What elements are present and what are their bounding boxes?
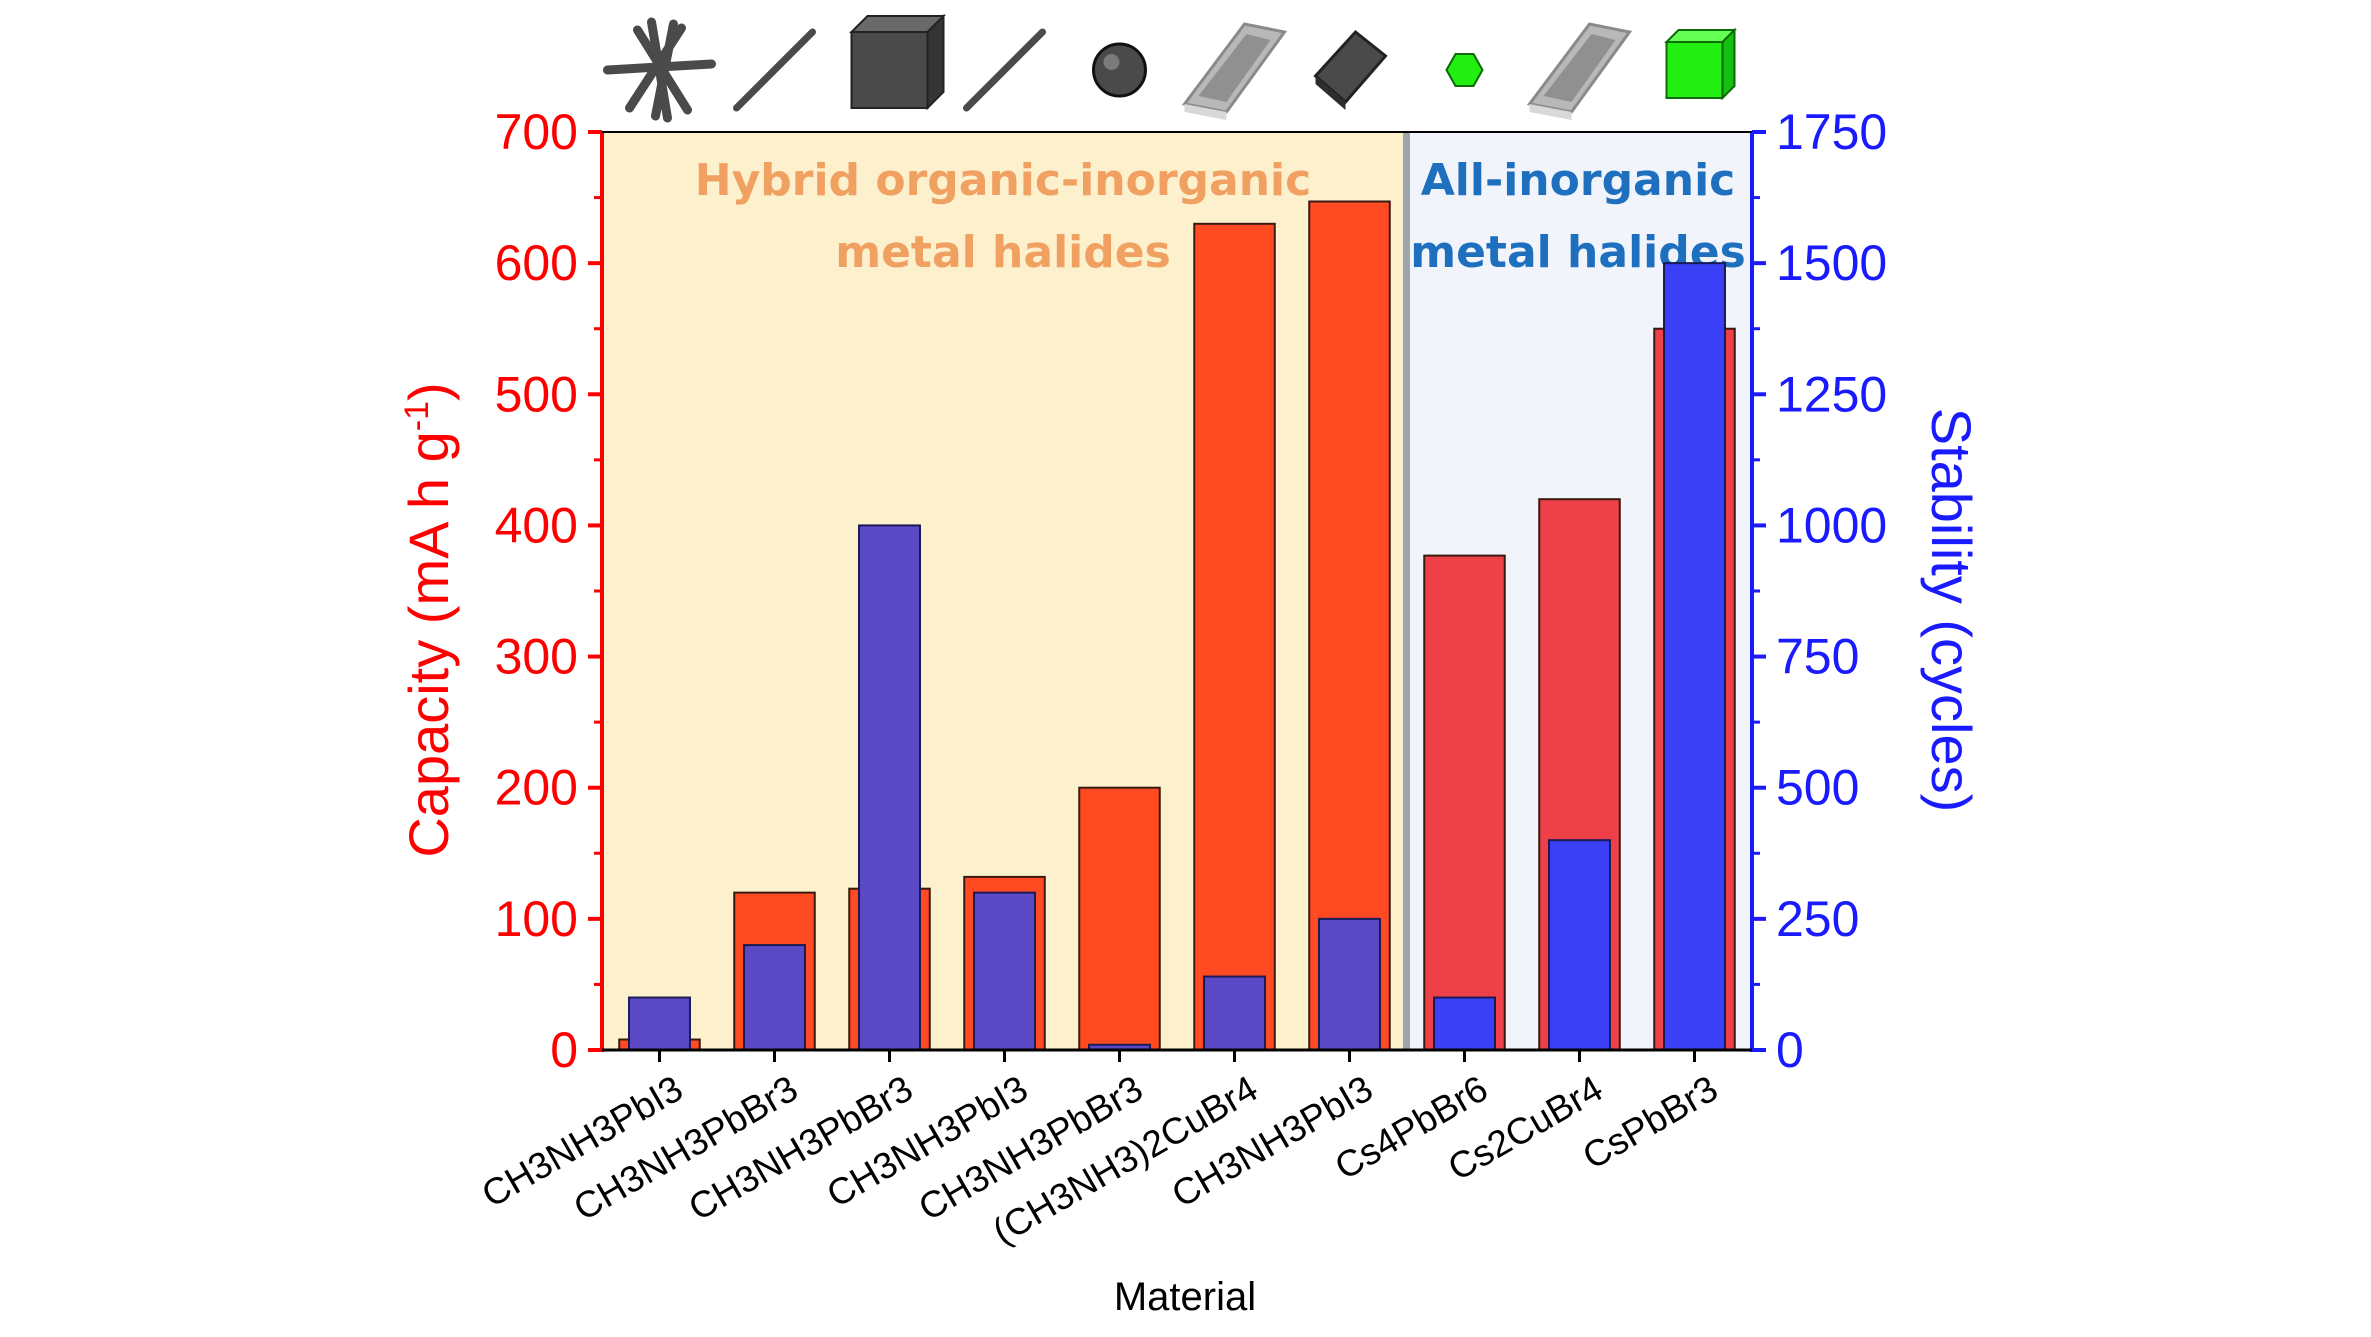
right-tick-label-6: 1500	[1776, 235, 1887, 291]
left-tick-label-0: 0	[550, 1022, 578, 1078]
left-tick-label-6: 600	[495, 235, 578, 291]
stability-bar-3	[973, 891, 1036, 1052]
stability-bar-2	[858, 524, 921, 1051]
star-cluster-icon	[603, 17, 716, 123]
left-tick-label-4: 400	[495, 497, 578, 553]
left-axis-title: Capacity (mA h g-1)	[397, 382, 460, 857]
region-label-0-line-0: Hybrid organic-inorganic	[695, 155, 1311, 206]
plate-icon	[1526, 22, 1633, 120]
left-tick-label-3: 300	[495, 629, 578, 685]
capacity-bar-7	[1423, 554, 1506, 1051]
stability-bar-5	[1203, 975, 1266, 1051]
stability-bar-8	[1548, 839, 1611, 1052]
capacity-bar-5	[1193, 222, 1276, 1052]
sphere-icon	[1092, 42, 1147, 98]
right-tick-label-4: 1000	[1776, 497, 1887, 553]
left-axis-title-close: )	[397, 382, 460, 401]
right-tick-label-5: 1250	[1776, 366, 1887, 422]
morphology-icons	[603, 13, 1737, 123]
diamond-prism-icon	[1313, 29, 1388, 110]
region-label-0-line-1: metal halides	[835, 227, 1171, 278]
left-axis-title-main: Capacity (mA h g	[397, 431, 460, 857]
left-tick-label-7: 700	[495, 104, 578, 160]
left-tick-label-5: 500	[495, 366, 578, 422]
axes: 0 100 200 300 400 500 600 700 0 250 500 750 1000 1250…	[495, 104, 1888, 1078]
right-tick-label-2: 500	[1776, 760, 1859, 816]
x-axis-title: Material	[1114, 1275, 1256, 1319]
region-label-1-line-0: All-inorganic	[1421, 155, 1736, 206]
plate-icon	[1181, 22, 1288, 120]
rod-icon	[963, 28, 1046, 112]
left-axis-title-sup: -1	[398, 401, 436, 431]
capacity-bar-4	[1078, 786, 1161, 1051]
stability-bar-0	[628, 996, 691, 1051]
stability-bar-6	[1318, 917, 1381, 1051]
right-axis-title: Stability (cycles)	[1920, 408, 1983, 813]
rod-icon	[733, 28, 816, 112]
right-tick-label-1: 250	[1776, 891, 1859, 947]
right-tick-label-3: 750	[1776, 629, 1859, 685]
stability-bar-1	[743, 944, 806, 1051]
left-tick-label-2: 200	[495, 760, 578, 816]
stability-bar-7	[1433, 996, 1496, 1051]
bars	[618, 200, 1736, 1052]
category-labels: CH3NH3PbI3CH3NH3PbBr3CH3NH3PbBr3CH3NH3Pb…	[475, 1050, 1725, 1252]
cube-icon	[1664, 27, 1737, 101]
right-tick-label-7: 1750	[1776, 104, 1887, 160]
cube-icon	[849, 13, 946, 111]
capacity-bar-6	[1308, 200, 1391, 1051]
stability-bar-9	[1663, 262, 1726, 1051]
hexagon-icon	[1445, 53, 1484, 87]
left-tick-label-1: 100	[495, 891, 578, 947]
region-divider	[1403, 132, 1410, 1050]
right-tick-label-0: 0	[1776, 1022, 1804, 1078]
